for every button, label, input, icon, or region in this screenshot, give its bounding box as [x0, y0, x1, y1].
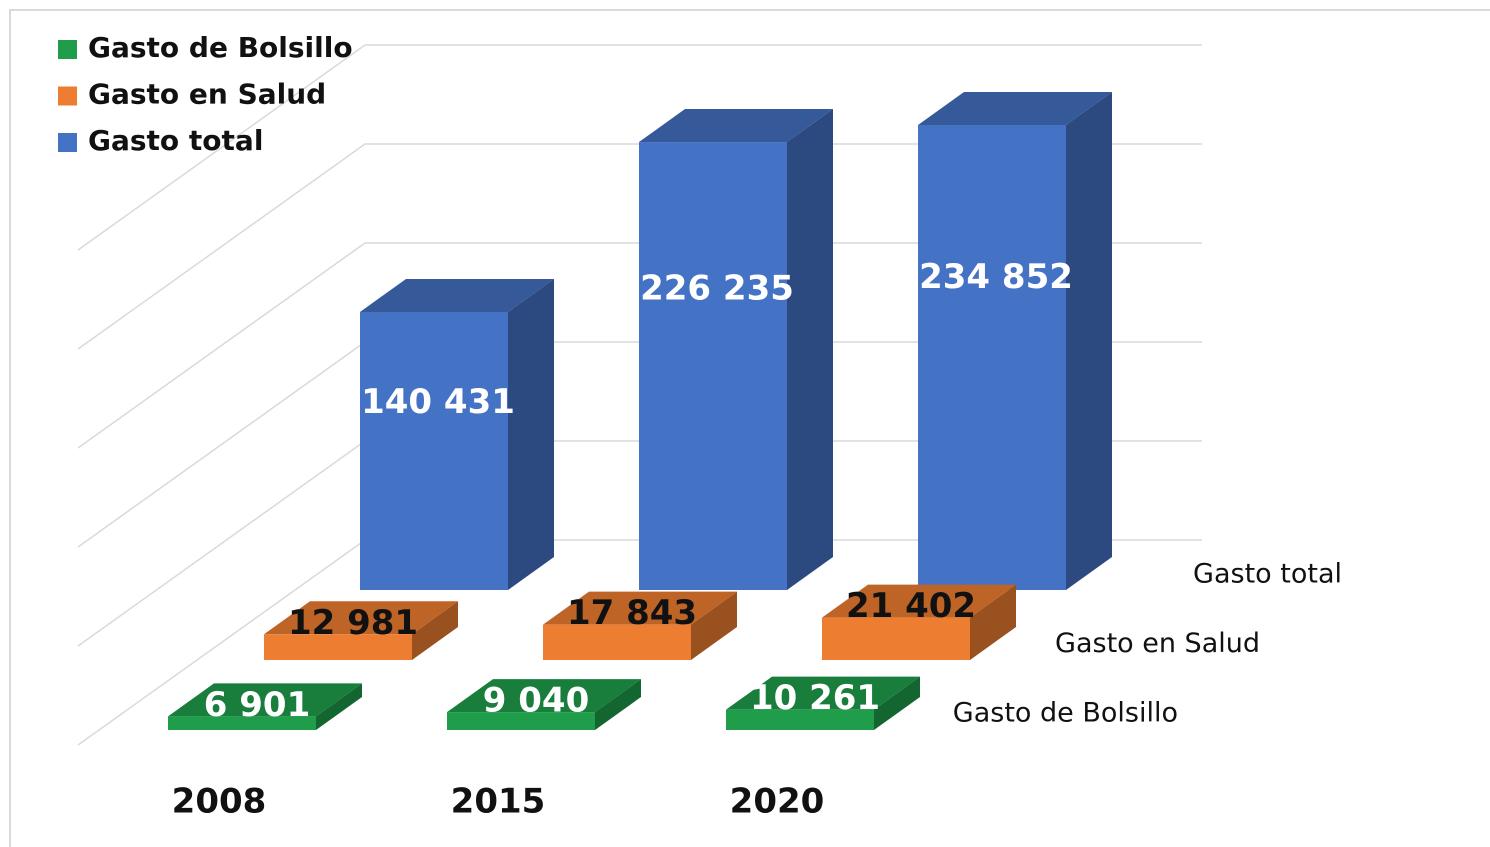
value-label: 9 040	[483, 681, 589, 721]
bar	[918, 91, 1112, 590]
value-label: 6 901	[204, 685, 310, 725]
bar-front	[822, 617, 970, 660]
legend-label: Gasto total	[88, 124, 263, 157]
bar	[360, 278, 554, 590]
x-tick-label: 2020	[730, 782, 825, 822]
labels: 140 431 226 235 234 852 Gasto total 12 981 17…	[58, 31, 1342, 822]
bar-top	[639, 109, 833, 143]
legend-label: Gasto en Salud	[88, 78, 326, 111]
bar-front	[264, 634, 412, 660]
bar-side	[595, 679, 641, 730]
bar-side	[1066, 91, 1112, 590]
bar-front	[639, 142, 787, 591]
bar-side	[316, 683, 362, 730]
legend-swatch	[58, 40, 77, 59]
x-tick-label: 2008	[172, 782, 267, 822]
series-axis-label: Gasto total	[1193, 559, 1342, 590]
bar-side	[508, 278, 554, 590]
legend-swatch	[58, 133, 77, 152]
series-axis-label: Gasto en Salud	[1055, 628, 1260, 659]
bar	[168, 683, 362, 730]
bar-top	[168, 683, 362, 717]
bar	[639, 109, 833, 591]
bar-top	[543, 591, 737, 625]
bar	[822, 584, 1016, 660]
bar-front	[447, 712, 595, 730]
bar-top	[918, 91, 1112, 125]
bars	[168, 91, 1112, 730]
bar	[543, 591, 737, 660]
value-label: 10 261	[750, 678, 880, 718]
bar-top	[822, 584, 1016, 618]
bar-side	[787, 109, 833, 591]
legend-swatch	[58, 86, 77, 106]
bar-front	[360, 311, 508, 590]
value-label: 140 431	[361, 382, 515, 422]
bar	[447, 679, 641, 730]
bar	[264, 601, 458, 660]
bar-front	[918, 124, 1066, 590]
bar-top	[447, 679, 641, 713]
legend-label: Gasto de Bolsillo	[88, 31, 353, 64]
bar-side	[970, 584, 1016, 660]
bar-top	[360, 278, 554, 312]
value-label: 17 843	[567, 593, 697, 633]
bar-side	[691, 591, 737, 660]
value-label: 226 235	[640, 268, 794, 308]
bar	[726, 676, 920, 730]
value-label: 234 852	[919, 257, 1073, 297]
bar-front	[726, 709, 874, 730]
bar-side	[412, 601, 458, 660]
bar-front	[168, 716, 316, 730]
grid-line	[77, 44, 1202, 251]
bar-front	[543, 624, 691, 660]
bar-top	[726, 676, 920, 710]
value-label: 12 981	[288, 603, 418, 643]
value-label: 21 402	[846, 586, 976, 626]
bar-top	[264, 601, 458, 635]
x-tick-label: 2015	[451, 782, 546, 822]
bar-side	[874, 676, 920, 730]
series-axis-label: Gasto de Bolsillo	[953, 698, 1178, 729]
